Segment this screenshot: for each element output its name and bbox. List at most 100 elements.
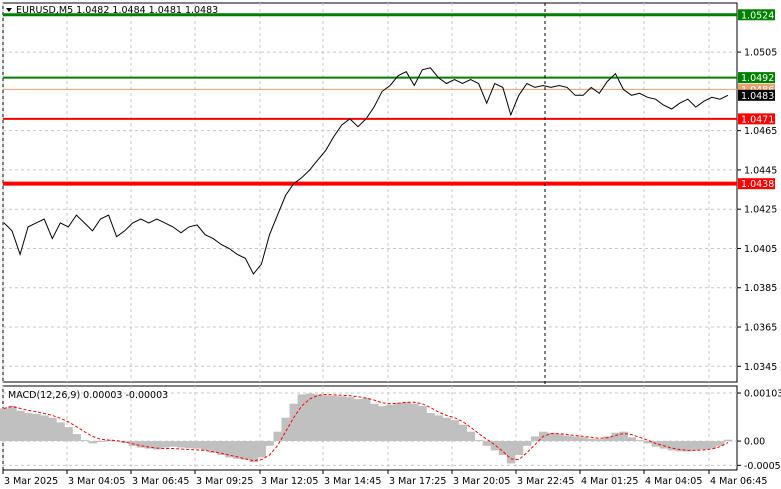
level-tag: 1.0471 (738, 113, 775, 125)
macd-bar (434, 415, 443, 442)
level-tag-bg (738, 178, 775, 190)
macd-bar (490, 441, 500, 451)
macd-label: MACD(12,26,9) 0.00003 -0.00003 (8, 390, 168, 401)
level-tag-bg (738, 83, 775, 95)
price-tick-label: 1.0365 (744, 323, 777, 334)
level-tag-label: 1.0492 (741, 73, 774, 84)
macd-bar (603, 436, 612, 442)
level-tag-label: 1.0524 (741, 10, 774, 21)
macd-bar (0, 408, 9, 442)
time-axis: 3 Mar 2025 3 Mar 04:05 3 Mar 06:45 3 Mar 09… (2, 470, 767, 487)
macd-bar (514, 441, 524, 456)
macd-bar (579, 437, 588, 441)
macd-histogram (0, 393, 733, 464)
macd-bar (56, 422, 65, 442)
price-tick-label: 1.0445 (744, 165, 777, 176)
macd-bar (289, 403, 299, 441)
macd-bar (201, 441, 210, 451)
price-tick-label: 1.0425 (744, 205, 777, 216)
macd-bar (563, 435, 572, 442)
macd-bar (265, 441, 274, 446)
macd-bar (16, 410, 25, 441)
macd-bar (659, 441, 669, 449)
time-tick-label: 3 Mar 09:25 (196, 476, 253, 487)
macd-bar (627, 437, 636, 441)
time-tick-label: 3 Mar 22:45 (517, 476, 574, 487)
macd-bar (571, 436, 580, 442)
macd-bar (595, 439, 604, 442)
level-tag-bg (738, 9, 775, 21)
macd-bar (24, 413, 33, 442)
macd-bar (120, 441, 130, 443)
macd-bar (555, 434, 564, 442)
macd-bar (329, 395, 339, 442)
level-tag-label: 1.0438 (741, 179, 774, 190)
time-tick-label: 4 Mar 06:45 (710, 476, 767, 487)
macd-tick-label: 0.00103 (744, 389, 781, 400)
macd-bar (297, 394, 307, 442)
macd-bar (667, 441, 677, 451)
macd-bar (426, 413, 435, 442)
macd-bar (152, 441, 162, 450)
price-tick-label: 1.0505 (744, 48, 777, 59)
macd-bar (691, 441, 701, 451)
collapse-triangle-icon[interactable] (6, 8, 12, 12)
macd-bar (40, 415, 49, 442)
time-tick-label: 4 Mar 01:25 (581, 476, 638, 487)
macd-bar (321, 395, 331, 441)
macd-bar (281, 417, 290, 441)
current-price-tag: 1.0483 (738, 89, 775, 102)
macd-bar (587, 438, 596, 441)
macd-bar (619, 431, 628, 441)
macd-bar (144, 441, 154, 449)
macd-bar (635, 440, 644, 441)
level-tag: 1.0492 (738, 72, 775, 84)
macd-bar (305, 393, 315, 442)
macd-bar (80, 440, 89, 441)
macd-bar (362, 398, 371, 441)
current-price-bg (738, 89, 775, 101)
macd-bar (724, 439, 733, 442)
price-tick-label: 1.0465 (744, 126, 777, 137)
macd-bar (48, 417, 57, 441)
macd-bar (418, 406, 427, 442)
macd-bar (193, 441, 202, 449)
macd-bar (699, 441, 709, 450)
macd-bar (474, 440, 484, 441)
symbol-label: EURUSD,M5 1.0482 1.0484 1.0481 1.0483 (16, 5, 218, 16)
time-tick-label: 3 Mar 2025 (4, 476, 58, 487)
macd-bar (458, 424, 467, 441)
macd-bar (386, 404, 395, 442)
time-tick-label: 4 Mar 04:05 (645, 476, 702, 487)
macd-bar (233, 441, 242, 459)
macd-bar (72, 434, 81, 442)
horizontal-levels[interactable] (3, 13, 737, 186)
time-tick-label: 3 Mar 12:05 (261, 476, 318, 487)
level-tag-bg (738, 113, 775, 125)
price-tick-label: 1.0345 (744, 362, 777, 373)
macd-bar (675, 441, 685, 452)
level-tag: 1.0438 (738, 178, 775, 190)
price-axis: 1.0505 1.0465 1.0445 1.0425 1.0405 1.0385 1.03… (737, 48, 777, 373)
macd-bar (345, 397, 355, 442)
ohlc-values: 1.0482 1.0484 1.0481 1.0483 (76, 5, 218, 16)
macd-bar (112, 441, 122, 442)
price-pane[interactable] (2, 2, 738, 383)
time-tick-label: 3 Mar 04:05 (68, 476, 125, 487)
macd-signal-line (3, 393, 729, 462)
macd-bar (160, 441, 170, 448)
macd-bar (225, 441, 234, 458)
price-tick-label: 1.0405 (744, 244, 777, 255)
level-tag-label: 1.0471 (741, 114, 774, 125)
macd-tick-label: 0.00 (744, 437, 765, 448)
macd-bar (177, 441, 186, 448)
level-tag: 1.0524 (738, 9, 775, 21)
macd-bar (707, 441, 717, 449)
time-tick-label: 3 Mar 20:05 (453, 476, 510, 487)
price-tick-label: 1.0385 (744, 283, 777, 294)
macd-bar (547, 432, 556, 442)
current-price-label: 1.0483 (741, 91, 774, 102)
macd-bar (530, 436, 540, 442)
